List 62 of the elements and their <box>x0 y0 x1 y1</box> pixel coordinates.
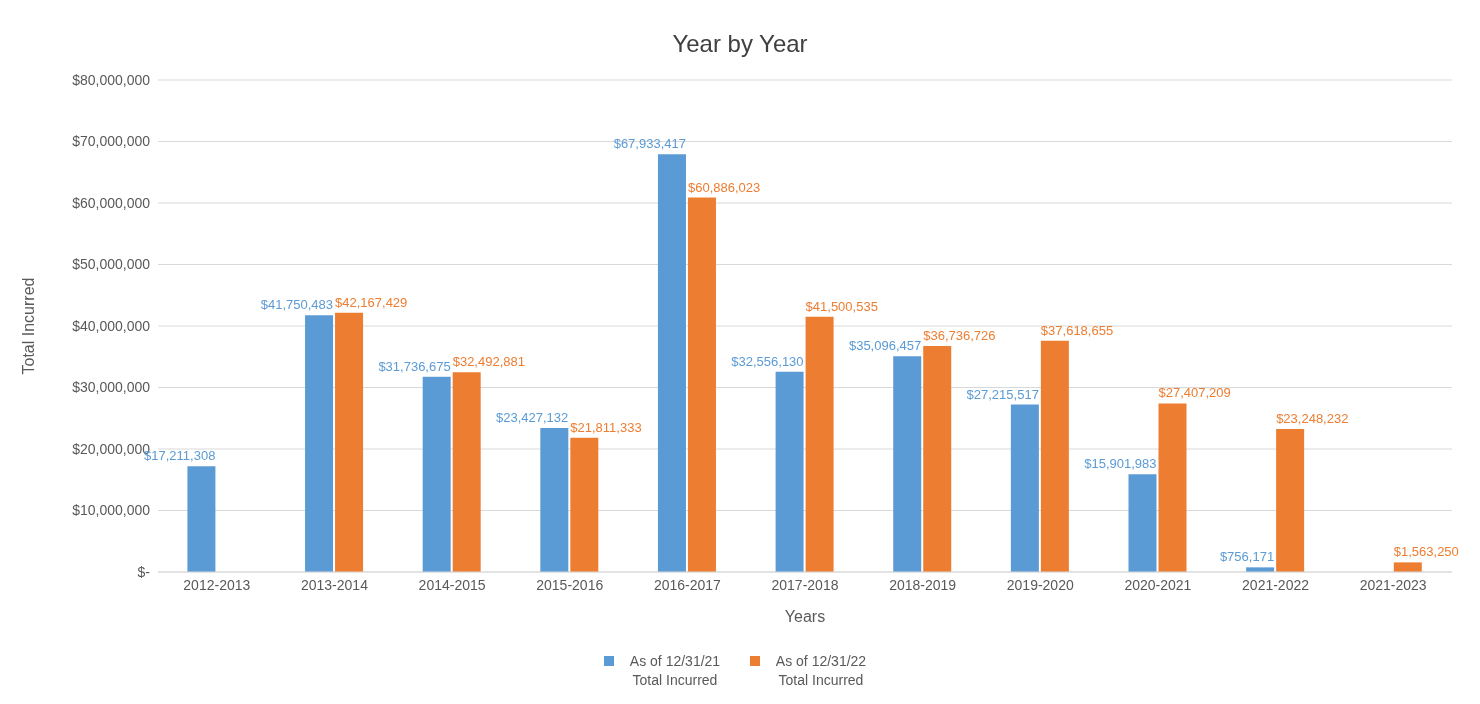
bar <box>687 197 716 572</box>
bar <box>775 371 804 572</box>
data-label: $41,750,483 <box>260 297 334 313</box>
x-tick-label: 2012-2013 <box>183 576 251 593</box>
y-tick-label: $70,000,000 <box>72 133 151 150</box>
data-label: $35,096,457 <box>848 338 922 354</box>
bar <box>1128 474 1157 572</box>
data-label: $32,492,881 <box>452 354 525 370</box>
data-label: $756,171 <box>1219 549 1275 565</box>
y-tick-label: $50,000,000 <box>72 256 151 273</box>
bar <box>540 427 569 572</box>
data-label: $31,736,675 <box>378 358 451 374</box>
bar <box>923 346 952 572</box>
y-tick-label: $40,000,000 <box>72 317 151 334</box>
x-tick-label: 2017-2018 <box>771 576 839 593</box>
x-axis-title: Years <box>784 608 826 625</box>
x-tick-label: 2020-2021 <box>1124 576 1192 593</box>
data-label: $23,248,232 <box>1276 411 1349 427</box>
x-tick-label: 2016-2017 <box>653 576 722 593</box>
data-label: $32,556,130 <box>731 353 804 369</box>
bar <box>805 316 834 572</box>
data-label: $36,736,726 <box>923 328 996 344</box>
data-label: $21,811,333 <box>570 419 642 435</box>
bar <box>305 315 334 572</box>
x-tick-label: 2021-2023 <box>1359 576 1427 593</box>
legend-label: As of 12/31/22 Total Incurred <box>774 652 868 690</box>
x-tick-label: 2018-2019 <box>889 576 957 593</box>
x-tick-label: 2019-2020 <box>1006 576 1074 593</box>
y-tick-label: $60,000,000 <box>72 194 151 211</box>
data-label: $15,901,983 <box>1084 456 1157 472</box>
data-label: $1,563,250 <box>1393 544 1459 560</box>
y-axis-title: Total Incurred <box>19 277 37 375</box>
y-tick-label: $10,000,000 <box>72 502 151 519</box>
bar <box>1158 403 1187 572</box>
bar <box>893 356 922 572</box>
bar <box>452 372 481 572</box>
bar <box>1276 429 1305 572</box>
bar <box>1040 340 1069 572</box>
x-tick-label: 2013-2014 <box>300 576 369 593</box>
chart-title: Year by Year <box>671 29 809 59</box>
data-label: $27,215,517 <box>966 386 1039 402</box>
y-tick-label: $- <box>137 563 151 580</box>
data-label: $37,618,655 <box>1040 322 1114 338</box>
bar <box>335 312 364 572</box>
bar <box>1393 562 1422 572</box>
y-tick-label: $30,000,000 <box>72 379 151 396</box>
bar <box>187 466 216 572</box>
bar <box>422 376 451 572</box>
legend-label: As of 12/31/21 Total Incurred <box>628 652 722 690</box>
bar <box>570 437 599 572</box>
data-label: $67,933,417 <box>613 136 686 152</box>
data-label: $27,407,209 <box>1158 385 1231 401</box>
x-tick-label: 2015-2016 <box>536 576 604 593</box>
bar <box>1010 404 1039 572</box>
data-label: $42,167,429 <box>335 294 408 310</box>
y-tick-label: $80,000,000 <box>72 71 151 88</box>
data-label: $23,427,132 <box>496 409 569 425</box>
x-tick-label: 2021-2022 <box>1242 576 1310 593</box>
data-label: $41,500,535 <box>805 298 878 314</box>
x-tick-label: 2014-2015 <box>418 576 486 593</box>
bar <box>657 154 686 572</box>
data-label: $60,886,023 <box>687 179 761 195</box>
